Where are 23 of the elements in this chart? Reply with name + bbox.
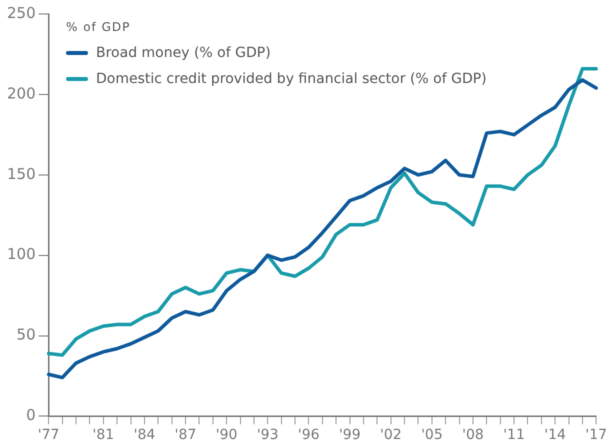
- y-axis-title: % of GDP: [66, 20, 130, 34]
- x-tick-label: '84: [134, 427, 156, 444]
- x-tick-label: '14: [544, 427, 566, 444]
- y-tick-label: 250: [6, 4, 36, 22]
- y-tick-label: 150: [6, 164, 36, 183]
- x-tick-label: '11: [503, 427, 525, 444]
- x-tick-label: '81: [92, 427, 114, 444]
- y-tick-label: 100: [6, 245, 36, 264]
- x-tick-label: '08: [462, 427, 484, 444]
- x-tick-label: '93: [256, 427, 278, 444]
- x-tick-label: '87: [174, 427, 196, 444]
- x-tick-label: '17: [585, 427, 608, 444]
- x-tick-label: '05: [421, 427, 443, 444]
- x-tick-label: '96: [298, 427, 320, 444]
- x-tick-label: '02: [380, 427, 402, 444]
- legend-label: Domestic credit provided by financial sector (% of GDP): [96, 71, 487, 87]
- x-tick-label: '90: [216, 427, 238, 444]
- y-tick-label: 200: [6, 84, 36, 102]
- y-tick-label: 0: [26, 406, 36, 424]
- x-tick-label: '77: [38, 427, 60, 444]
- x-tick-label: '99: [338, 427, 361, 444]
- legend-label: Broad money (% of GDP): [96, 45, 271, 61]
- y-tick-label: 50: [16, 326, 36, 344]
